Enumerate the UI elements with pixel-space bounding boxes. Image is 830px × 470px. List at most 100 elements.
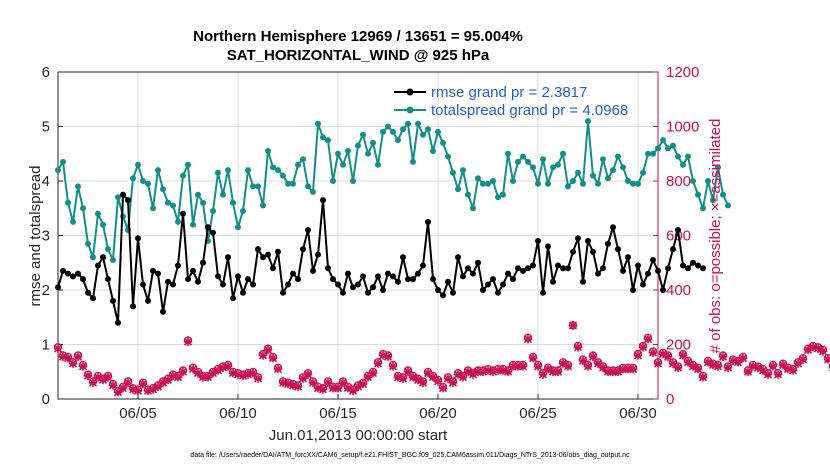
totalspread-point <box>240 208 246 214</box>
rmse-point <box>630 287 636 293</box>
totalspread-point <box>355 142 361 149</box>
rmse-point <box>645 270 651 277</box>
obs-assimilated-point <box>318 385 328 394</box>
y-tick-label: 3 <box>42 228 50 245</box>
totalspread-point <box>590 172 596 179</box>
totalspread-point <box>530 164 536 171</box>
totalspread-point <box>710 197 716 204</box>
grid-lines <box>58 71 658 400</box>
rmse-point <box>295 276 301 283</box>
rmse-point <box>280 289 286 296</box>
obs-count-series <box>53 321 830 397</box>
totalspread-point <box>535 180 541 187</box>
totalspread-point <box>445 153 451 160</box>
totalspread-point <box>70 218 76 225</box>
totalspread-point <box>640 169 646 176</box>
totalspread-point <box>585 118 591 125</box>
obs-assimilated-point <box>108 381 118 390</box>
totalspread-point <box>265 148 271 154</box>
rmse-point <box>225 254 231 261</box>
totalspread-point <box>545 180 551 187</box>
totalspread-point <box>510 178 516 184</box>
totalspread-point <box>110 257 116 263</box>
rmse-point <box>105 276 111 283</box>
rmse-point <box>465 265 471 272</box>
obs-assimilated-point <box>388 362 398 371</box>
rmse-point <box>390 273 396 280</box>
obs-assimilated-point <box>738 353 748 363</box>
obs-assimilated-point <box>628 364 638 374</box>
totalspread-point <box>75 183 81 190</box>
rmse-point <box>160 308 166 315</box>
rmse-point <box>375 273 381 280</box>
totalspread-point <box>330 178 336 184</box>
obs-assimilated-point <box>168 371 178 381</box>
totalspread-point <box>440 139 446 146</box>
rmse-line <box>57 193 704 324</box>
obs-assimilated-point <box>648 348 658 357</box>
totalspread-point <box>405 120 411 127</box>
rmse-point <box>515 265 521 272</box>
totalspread-point <box>80 205 86 212</box>
totalspread-point <box>410 158 416 165</box>
rmse-point <box>265 251 271 258</box>
rmse-point <box>185 276 191 283</box>
totalspread-point <box>550 164 556 171</box>
totalspread-point <box>395 137 401 144</box>
rmse-point <box>320 197 326 204</box>
rmse-point <box>410 276 416 283</box>
totalspread-point <box>575 169 581 176</box>
rmse-point <box>670 246 676 253</box>
totalspread-point <box>150 205 156 212</box>
obs-assimilated-point <box>398 374 408 383</box>
obs-assimilated-point <box>673 363 683 372</box>
totalspread-point <box>430 148 436 154</box>
legend-rmse-label: rmse grand pr = 2.3817 <box>431 84 587 101</box>
obs-assimilated-point <box>273 364 283 374</box>
rmse-point <box>500 281 506 288</box>
totalspread-point <box>610 167 616 174</box>
totalspread-point <box>490 178 496 184</box>
rmse-point <box>650 257 656 263</box>
obs-assimilated-point <box>73 352 83 362</box>
totalspread-point <box>520 153 526 160</box>
totalspread-point <box>700 205 706 212</box>
y-tick-label: 0 <box>42 391 50 408</box>
totalspread-point <box>295 161 301 168</box>
rmse-point <box>430 276 436 283</box>
totalspread-point <box>325 137 331 144</box>
rmse-point <box>170 281 176 288</box>
obs-assimilated-point <box>518 362 528 371</box>
totalspread-point <box>455 186 461 193</box>
rmse-point <box>635 262 641 269</box>
obs-assimilated-point <box>798 355 808 364</box>
obs-assimilated-point <box>643 334 653 344</box>
totalspread-point <box>695 191 701 198</box>
obs-assimilated-point <box>773 370 783 379</box>
rmse-point <box>305 227 311 233</box>
rmse-point <box>335 281 341 288</box>
rmse-point <box>585 237 591 244</box>
chart-title-line1: Northern Hemisphere 12969 / 13651 = 95.0… <box>193 28 523 45</box>
totalspread-point <box>350 178 356 184</box>
rmse-point <box>360 273 366 280</box>
rmse-point <box>175 262 181 269</box>
rmse-point <box>415 270 421 277</box>
y-tick-label: 5 <box>42 119 50 136</box>
rmse-point <box>315 251 321 258</box>
rmse-point <box>625 254 631 261</box>
totalspread-point <box>115 194 121 201</box>
legend: rmse grand pr = 2.3817 totalspread grand… <box>394 84 628 119</box>
y-axis-ticks: 0 1 2 3 4 5 6 <box>42 64 63 408</box>
obs-assimilated-point <box>368 368 378 378</box>
obs-assimilated-point <box>343 383 353 393</box>
totalspread-point <box>555 161 561 168</box>
totalspread-point <box>655 145 661 152</box>
x-axis-ticks: 06/05 06/10 06/15 06/20 06/25 06/30 <box>119 394 657 422</box>
rmse-point <box>640 281 646 288</box>
totalspread-point <box>195 191 201 198</box>
rmse-point <box>545 243 551 250</box>
obs-assimilated-point <box>383 352 393 362</box>
rmse-point <box>680 262 686 269</box>
totalspread-point <box>95 210 101 217</box>
